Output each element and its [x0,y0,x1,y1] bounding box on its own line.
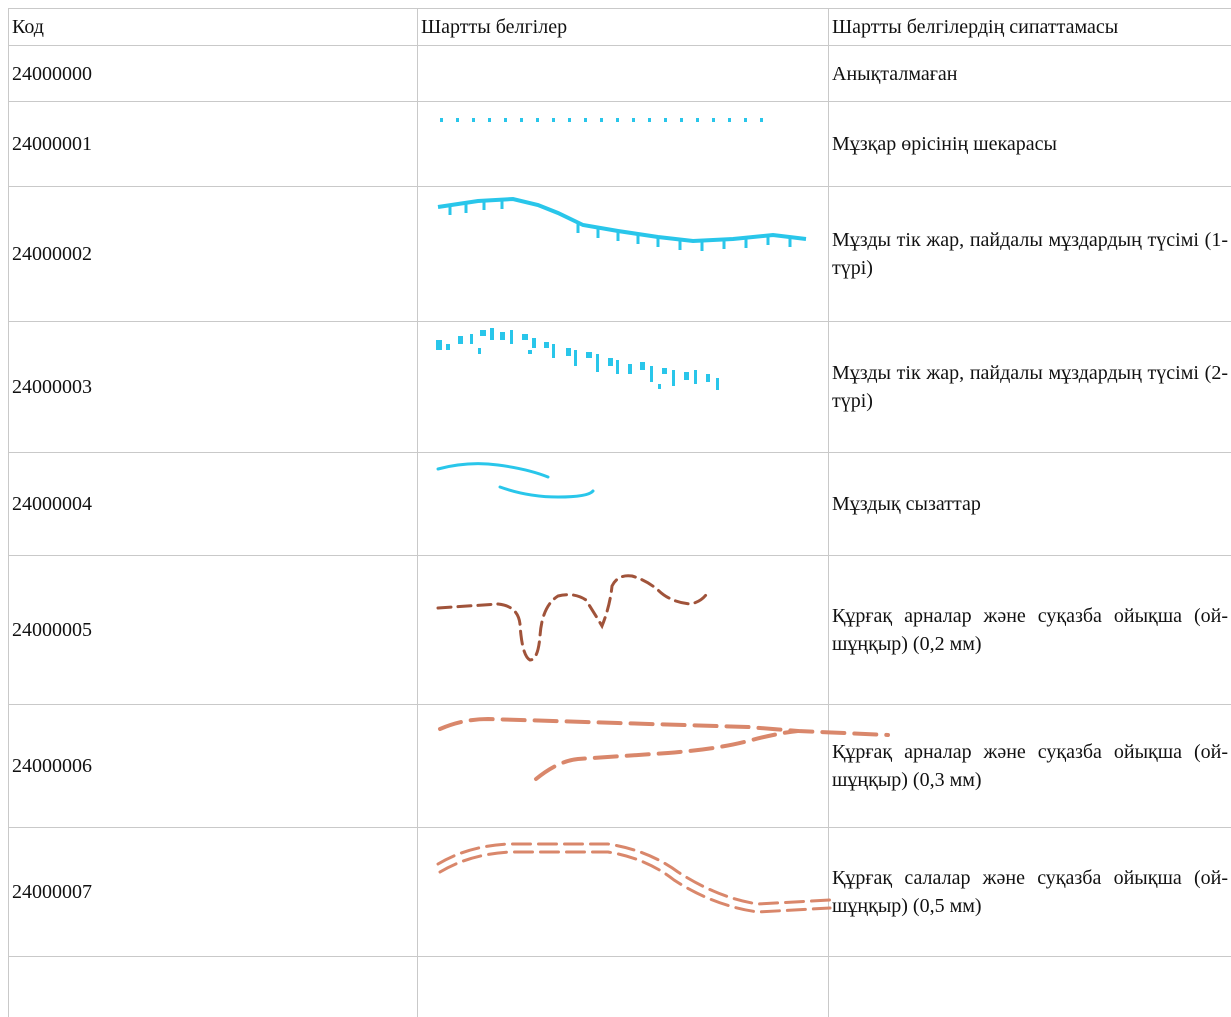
row-code: 24000000 [8,46,417,101]
row-code: 24000002 [8,187,417,321]
row-description: Мұздық сызаттар [832,493,981,515]
dry-channel-dashed-thicker-symbol [438,716,890,781]
header-description: Шартты белгілердің сипаттамасы [828,9,1231,45]
table-row: 24000000 Анықталмаған [8,46,1231,102]
symbol-cell [417,556,828,704]
row-description: Мұзқар өрісінің шекарасы [832,133,1057,155]
dotted-boundary-symbol [440,118,763,122]
row-code: 24000007 [8,828,417,956]
table-row: 24000005 Құрғақ арналар және суқазба ойы… [8,556,1231,705]
ice-cliff-ticked-symbol [437,196,807,251]
header-code: Код [8,9,417,45]
legend-table: Код Шартты белгілер Шартты белгілердің с… [8,8,1231,1017]
symbol-cell [417,322,828,452]
row-code: 24000001 [8,102,417,186]
symbol-cell [417,102,828,186]
row-description: Құрғақ салалар және суқазба ойықша (ой-ш… [832,867,1228,917]
table-row: 24000003 [8,322,1231,453]
row-code: 24000004 [8,453,417,555]
header-symbols: Шартты белгілер [417,9,828,45]
row-description: Анықталмаған [832,62,958,85]
symbol-cell [417,453,828,555]
symbol-cell [417,705,890,827]
table-header-row: Код Шартты белгілер Шартты белгілердің с… [8,9,1231,46]
row-description: Құрғақ арналар және суқазба ойықша (ой-ш… [832,605,1228,655]
symbol-cell-empty [417,957,828,1017]
symbol-cell-empty [417,46,828,101]
row-code: 24000006 [8,705,417,827]
table-row: 24000007 Құрғақ салалар және суқазба ойы… [8,828,1231,957]
ice-crack-lines-symbol [436,462,595,499]
dry-channel-dashed-symbol [436,574,710,662]
table-row: 24000006 Құрғақ арналар және суқазба ойы… [8,705,1231,828]
table-row [8,957,1231,1017]
row-code: 24000003 [8,322,417,452]
table-row: 24000004 Мұздық сызаттар [8,453,1231,556]
row-description: Құрғақ арналар және суқазба ойықша (ой-ш… [832,741,1228,791]
symbol-cell [417,187,828,321]
table-row: 24000001 Мұзқар өрісінің шекарасы [8,102,1231,187]
row-description: Мұзды тік жар, пайдалы мұздардың түсімі … [832,229,1228,279]
row-code [8,957,417,1017]
symbol-cell [417,828,832,956]
dry-branches-double-dashed-symbol [436,842,832,914]
row-code: 24000005 [8,556,417,704]
ice-cliff-scattered-symbol [436,328,719,390]
table-row: 24000002 Мұзды тік жар, пайдалы мұздарды… [8,187,1231,322]
row-description: Мұзды тік жар, пайдалы мұздардың түсімі … [832,362,1228,412]
